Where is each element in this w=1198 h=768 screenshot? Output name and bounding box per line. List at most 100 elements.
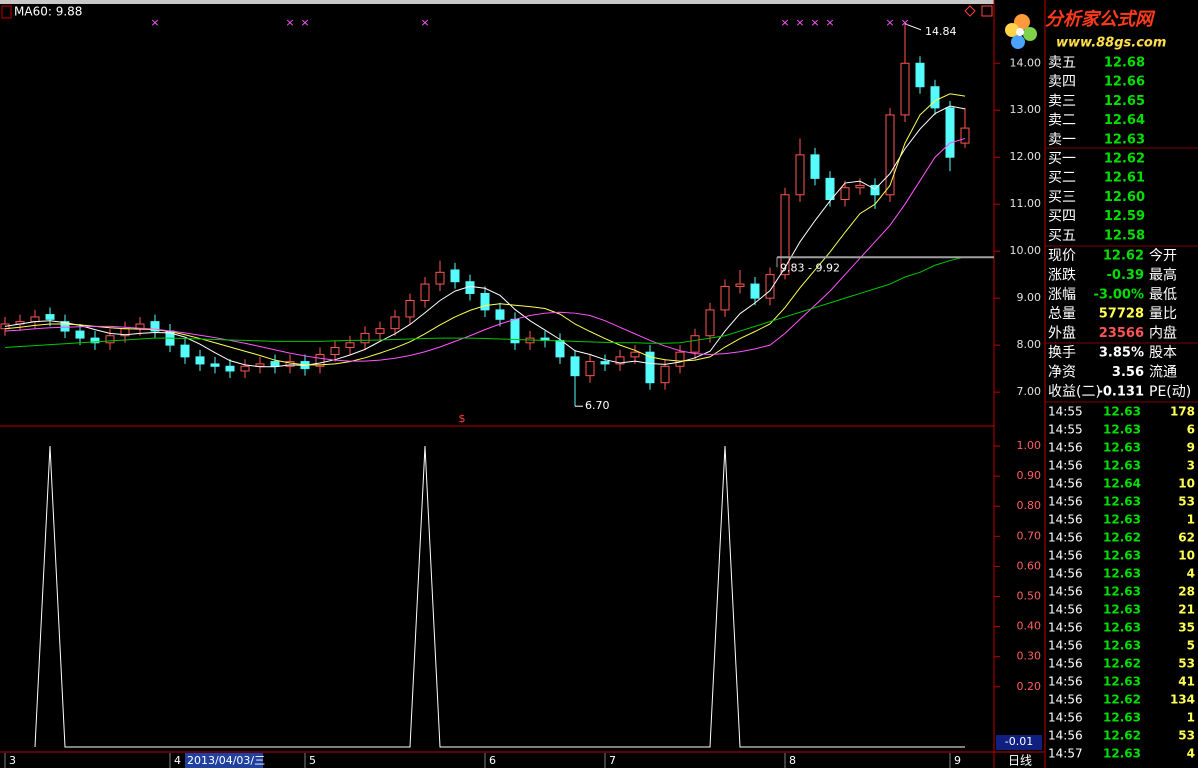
logo-center: [1016, 28, 1024, 36]
candle-body: [780, 194, 790, 276]
candle-body: [315, 354, 325, 367]
y-tick-label: 0.20: [1017, 680, 1042, 693]
candle-body: [795, 154, 805, 196]
book-label: 卖三: [1048, 93, 1076, 109]
y-tick-label: 11.00: [1010, 197, 1042, 210]
tick-price: 12.63: [1103, 441, 1141, 455]
tick-price: 12.63: [1103, 711, 1141, 725]
icon[interactable]: [964, 5, 976, 17]
tick-volume: 53: [1178, 729, 1195, 743]
y-tick-label: 10.00: [1010, 244, 1042, 257]
candle-body: [390, 316, 400, 330]
candle-body: [420, 283, 430, 302]
y-tick-label: 0.90: [1017, 469, 1042, 482]
bottom-label: -0.01: [1005, 735, 1033, 748]
candle-body: [45, 314, 55, 320]
book-label: 买一: [1048, 151, 1076, 167]
candle-body: [855, 184, 865, 189]
tick-volume: 62: [1178, 531, 1195, 545]
tick-volume: 53: [1178, 657, 1195, 671]
book-price: 12.58: [1104, 228, 1145, 243]
x-tick-label: 4: [174, 754, 181, 767]
tick-price: 12.63: [1103, 675, 1141, 689]
candle-body: [930, 86, 940, 109]
tick-price: 12.64: [1103, 477, 1141, 491]
y-tick-label: 7.00: [1017, 385, 1042, 398]
candle-body: [345, 342, 355, 348]
signal-marker: ×: [795, 16, 804, 29]
signal-marker: ×: [825, 16, 834, 29]
candle-body: [195, 356, 205, 365]
quote-label-right: 今开: [1149, 248, 1177, 264]
tick-volume: 1: [1187, 711, 1195, 725]
book-price: 12.66: [1104, 75, 1145, 90]
tick-price: 12.63: [1103, 513, 1141, 527]
icon[interactable]: [981, 5, 993, 17]
y-tick-label: 14.00: [1010, 56, 1042, 69]
tick-price: 12.62: [1103, 657, 1141, 671]
candle-body: [90, 337, 100, 344]
tick-volume: 4: [1187, 747, 1195, 761]
tick-volume: 41: [1178, 675, 1195, 689]
quote-value: 57728: [1099, 307, 1144, 322]
tick-volume: 10: [1178, 477, 1195, 491]
tick-price: 12.63: [1103, 567, 1141, 581]
candle-body: [30, 316, 40, 323]
tick-volume: 1: [1187, 513, 1195, 527]
y-tick-label: 0.60: [1017, 559, 1042, 572]
y-tick-label: 0.80: [1017, 499, 1042, 512]
tick-price: 12.63: [1103, 585, 1141, 599]
x-tick-label: 5: [309, 754, 316, 767]
tick-volume: 53: [1178, 495, 1195, 509]
quote-value: 12.62: [1103, 249, 1144, 264]
quote-label: 外盘: [1048, 325, 1076, 342]
tick-time: 14:56: [1048, 549, 1083, 563]
quote-value: -0.39: [1107, 268, 1144, 283]
tick-time: 14:56: [1048, 729, 1083, 743]
quote-label-right: 量比: [1149, 306, 1177, 322]
tick-time: 14:56: [1048, 693, 1083, 707]
book-price: 12.61: [1104, 171, 1145, 186]
quote-label-right: 内盘: [1149, 325, 1177, 342]
signal-marker: ×: [300, 16, 309, 29]
tick-time: 14:56: [1048, 477, 1083, 491]
book-label: 买二: [1048, 170, 1076, 186]
candle-body: [705, 309, 715, 337]
candle-body: [450, 269, 460, 283]
dollar-marker: $: [459, 412, 466, 425]
quote-value: 3.85%: [1099, 346, 1144, 361]
tick-time: 14:56: [1048, 657, 1083, 671]
tick-volume: 134: [1170, 693, 1195, 707]
candle-body: [435, 271, 445, 285]
candle-body: [900, 62, 910, 116]
quote-label: 现价: [1048, 248, 1076, 264]
candle-body: [375, 328, 385, 334]
logo-petal: [1005, 23, 1019, 37]
book-price: 12.60: [1104, 190, 1145, 205]
tick-volume: 5: [1187, 639, 1195, 653]
signal-marker: ×: [285, 16, 294, 29]
quote-label: 涨幅: [1048, 287, 1076, 303]
tick-price: 12.63: [1103, 495, 1141, 509]
quote-label-right: 流通: [1149, 364, 1177, 380]
book-label: 卖五: [1048, 55, 1076, 71]
candle-body: [180, 344, 190, 358]
candle-body: [150, 321, 160, 332]
y-tick-label: 0.30: [1017, 650, 1042, 663]
tick-volume: 6: [1187, 423, 1195, 437]
quote-label-right: 最低: [1149, 287, 1177, 303]
y-tick-label: 0.40: [1017, 620, 1042, 633]
book-price: 12.62: [1104, 152, 1145, 167]
candle-body: [600, 361, 610, 365]
candle-body: [915, 62, 925, 88]
signal-marker: ×: [150, 16, 159, 29]
logo-petal: [1014, 14, 1030, 30]
tick-time: 14:56: [1048, 621, 1083, 635]
quote-value: -0.131: [1097, 384, 1144, 399]
tick-time: 14:56: [1048, 531, 1083, 545]
candle-body: [360, 332, 370, 344]
candle-body: [585, 361, 595, 377]
tick-time: 14:56: [1048, 675, 1083, 689]
candle-body: [750, 283, 760, 299]
period[interactable]: 日线: [1008, 754, 1032, 768]
